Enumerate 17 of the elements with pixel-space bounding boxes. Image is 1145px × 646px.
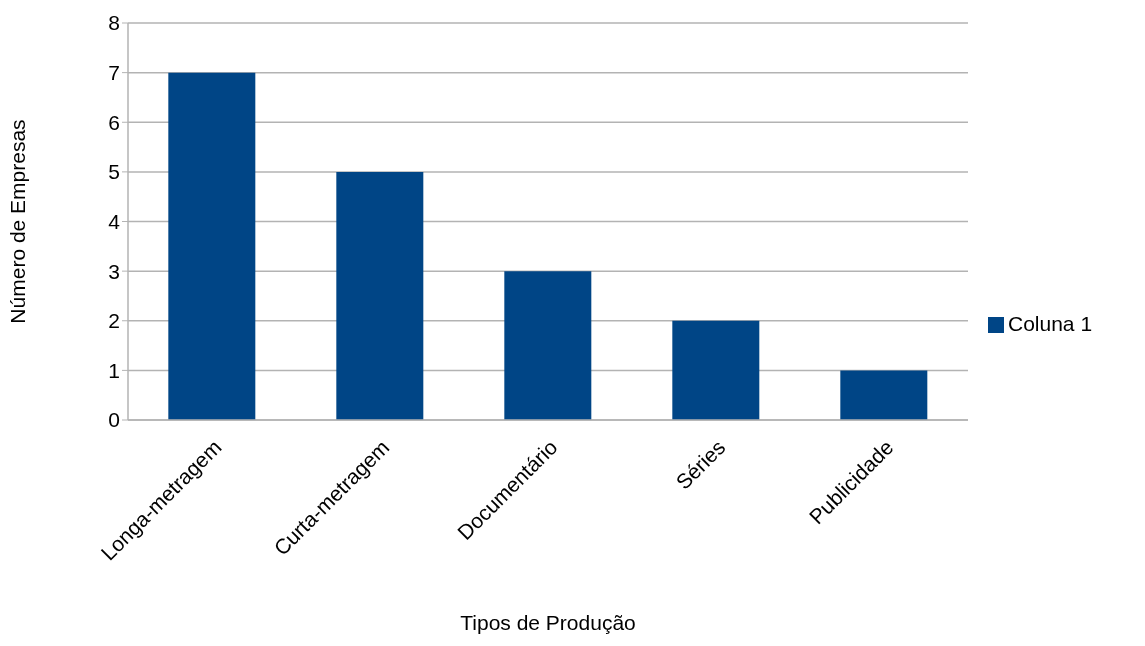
bar [168, 72, 256, 420]
y-tick-label: 7 [108, 61, 120, 85]
y-tick-label: 0 [108, 408, 120, 432]
y-tick-label: 5 [108, 160, 120, 184]
y-tick-label: 8 [108, 11, 120, 35]
legend-label: Coluna 1 [1008, 312, 1093, 335]
y-tick-label: 4 [108, 209, 121, 233]
y-tick-label: 3 [108, 259, 120, 283]
bar [504, 271, 592, 420]
y-tick-label: 6 [108, 110, 120, 134]
y-tick-label: 2 [108, 309, 120, 333]
x-axis-title: Tipos de Produção [460, 611, 636, 634]
bar [672, 320, 760, 420]
y-axis-title: Número de Empresas [6, 119, 30, 324]
y-tick-label: 1 [108, 358, 120, 382]
bar [840, 370, 928, 420]
bar [336, 171, 424, 420]
